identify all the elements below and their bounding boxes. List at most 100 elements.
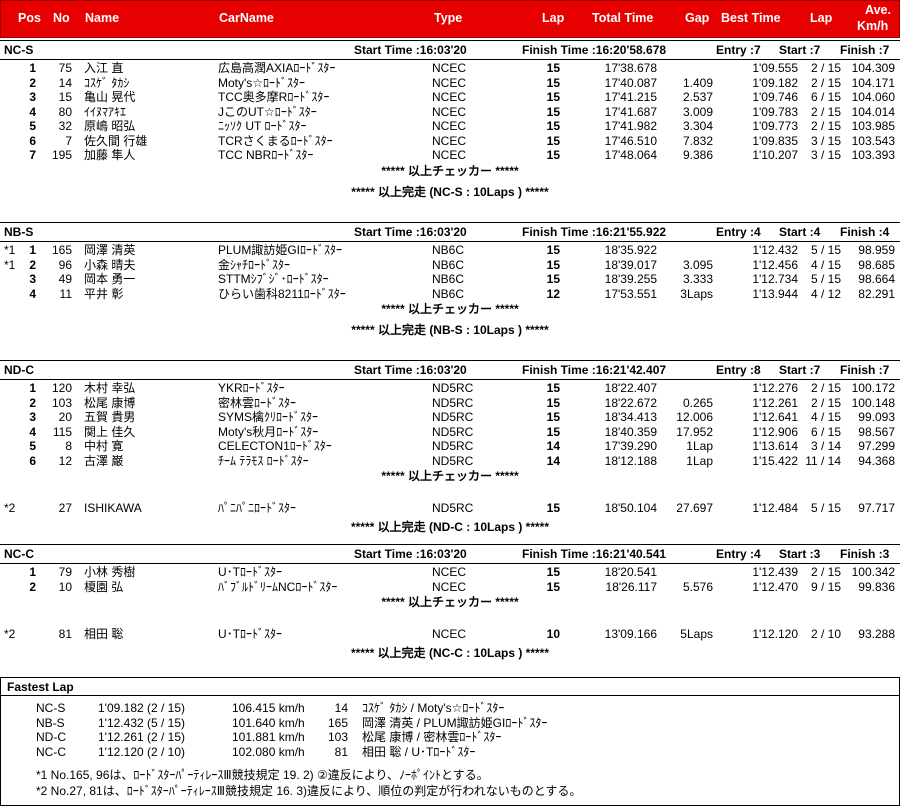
finish-count: Finish :7 [840,363,890,377]
cell-ave: 82.291 [858,286,895,301]
cell-type: ND5RC [432,501,474,515]
cell-ave: 98.664 [858,272,895,286]
cell-bl: 4 / 15 [810,257,841,272]
table-row: 6 12 古澤 巌 ﾁｰﾑ ﾃﾗﾓｽ ﾛｰﾄﾞｽﾀｰ ND5RC 14 18'12.188 1… [0,454,900,468]
cell-bl: 3 / 15 [810,133,841,148]
cell-type: ND5RC [432,381,474,395]
cell-type: NB6C [432,272,465,286]
cell-no: 75 [58,61,72,75]
cell-car: TCC NBRﾛｰﾄﾞｽﾀｰ [218,148,314,162]
cell-ave: 94.368 [858,453,895,468]
cell-bl: 3 / 15 [810,148,841,162]
cell-car: PLUM諏訪姫GIﾛｰﾄﾞｽﾀｰ [218,243,343,257]
cell-pos: 2 [29,395,36,410]
cell-lap: 15 [546,410,560,424]
finish-time: Finish Time :16:20'58.678 [522,43,667,57]
cell-name: 入江 直 [84,61,124,75]
cell-ave: 93.288 [858,627,895,641]
cell-type: NCEC [432,579,467,594]
cell-ave: 104.309 [851,61,895,75]
cell-ave: 97.717 [858,501,895,515]
cell-type: ND5RC [432,424,474,439]
cell-no: 96 [58,257,72,272]
cell-total: 17'41.215 [604,90,657,104]
class-header-nc-c: NC-C Start Time :16:03'20 Finish Time :16:… [0,544,900,564]
fl-speed: 102.080 km/h [232,744,305,759]
cell-no: 20 [58,410,72,424]
cell-type: NCEC [432,627,467,641]
table-row: 7 195 加藤 隼人 TCC NBRﾛｰﾄﾞｽﾀｰ NCEC 15 17'48.064 9.… [0,148,900,162]
cell-type: NCEC [432,565,467,579]
header-ave: Ave. [865,3,891,17]
cell-ave: 97.299 [858,439,895,453]
cell-type: NCEC [432,75,467,90]
complete-line: ***** 以上完走 (NB-S : 10Laps ) ***** [351,323,549,337]
table-row: 6 7 佐久間 行雄 TCRさくまるﾛｰﾄﾞｽﾀｰ NCEC 15 17'46.510 7.8… [0,134,900,148]
fl-driver-car: 相田 聡 / U･Tﾛｰﾄﾞｽﾀｰ [362,744,476,759]
fastest-lap-row: ND-C 1'12.261 (2 / 15) 101.881 km/h 103 松尾 康… [0,730,900,744]
cell-lap: 15 [546,61,560,75]
cell-pos: 3 [29,410,36,424]
cell-lap: 15 [546,243,560,257]
cell-mark: *1 [4,243,16,257]
cell-name: 五賀 貴男 [84,410,136,424]
cell-total: 18'20.541 [604,565,657,579]
cell-best: 1'09.773 [752,119,798,133]
table-row: 2 14 ｺｽｹﾞ ﾀｶｼ Moty's☆ﾛｰﾄﾞｽﾀｰ NCEC 15 17'40.087… [0,76,900,90]
cell-car: ひらい歯科8211ﾛｰﾄﾞｽﾀｰ [218,286,346,301]
start-count: Start :7 [779,43,821,57]
cell-type: ND5RC [432,453,474,468]
cell-pos: 3 [29,90,36,104]
cell-bl: 4 / 15 [810,410,841,424]
cell-bl: 5 / 15 [810,501,841,515]
cell-type: ND5RC [432,439,474,453]
cell-total: 17'46.510 [604,133,657,148]
cell-no: 32 [58,119,72,133]
cell-type: NCEC [432,133,467,148]
table-row: 2 10 榎園 弘 ﾊﾞﾌﾞﾙﾄﾞﾘｰﾑNCﾛｰﾄﾞｽﾀｰ NCEC 15 18'26.11… [0,580,900,594]
cell-car: U･Tﾛｰﾄﾞｽﾀｰ [218,627,282,641]
cell-ave: 104.060 [851,90,895,104]
cell-gap: 5Laps [680,627,713,641]
cell-lap: 14 [546,453,560,468]
start-count: Start :3 [779,547,821,561]
table-row: 4 115 関上 佳久 Moty's秋月ﾛｰﾄﾞｽﾀｰ ND5RC 15 18'40.359… [0,425,900,439]
start-count: Start :7 [779,363,821,377]
cell-mark: *2 [4,627,16,641]
cell-type: NCEC [432,90,467,104]
table-row: 3 15 亀山 晃代 TCC奥多摩Rﾛｰﾄﾞｽﾀｰ NCEC 15 17'41.215 2.5… [0,90,900,104]
cell-bl: 2 / 15 [810,395,841,410]
cell-best: 1'12.734 [752,272,798,286]
cell-best: 1'15.422 [752,453,798,468]
cell-car: 金ｼｬﾁﾛｰﾄﾞｽﾀｰ [218,257,291,272]
checker-line: ***** 以上チェッカー ***** [381,163,519,178]
cell-gap: 1Lap [686,439,713,453]
cell-gap: 12.006 [676,410,713,424]
cell-total: 18'35.922 [604,243,657,257]
cell-car: ﾁｰﾑ ﾃﾗﾓｽ ﾛｰﾄﾞｽﾀｰ [218,453,309,468]
cell-name: 中村 寛 [84,439,124,453]
cell-bl: 9 / 15 [810,579,841,594]
cell-ave: 98.567 [858,424,895,439]
fl-no: 14 [334,701,348,715]
cell-name: 加藤 隼人 [84,148,136,162]
fastest-lap-row: NC-C 1'12.120 (2 / 10) 102.080 km/h 81 相田 聡 … [0,745,900,759]
cell-mark: *2 [4,501,16,515]
cell-ave: 100.148 [851,395,895,410]
cell-car: TCC奥多摩Rﾛｰﾄﾞｽﾀｰ [218,90,330,104]
cell-name: ISHIKAWA [84,501,142,515]
cell-ave: 99.836 [858,579,895,594]
cell-car: TCRさくまるﾛｰﾄﾞｽﾀｰ [218,133,333,148]
cell-no: 12 [58,453,72,468]
header-pos: Pos [18,11,41,25]
cell-pos: 5 [29,439,36,453]
cell-pos: 5 [29,119,36,133]
cell-lap: 15 [546,381,560,395]
start-time: Start Time :16:03'20 [354,43,467,57]
cell-total: 18'26.117 [605,579,657,594]
cell-lap: 15 [546,119,560,133]
finish-count: Finish :3 [840,547,890,561]
cell-lap: 15 [546,395,560,410]
cell-car: CELECTON1ﾛｰﾄﾞｽﾀｰ [218,439,332,453]
cell-total: 17'39.290 [604,439,657,453]
